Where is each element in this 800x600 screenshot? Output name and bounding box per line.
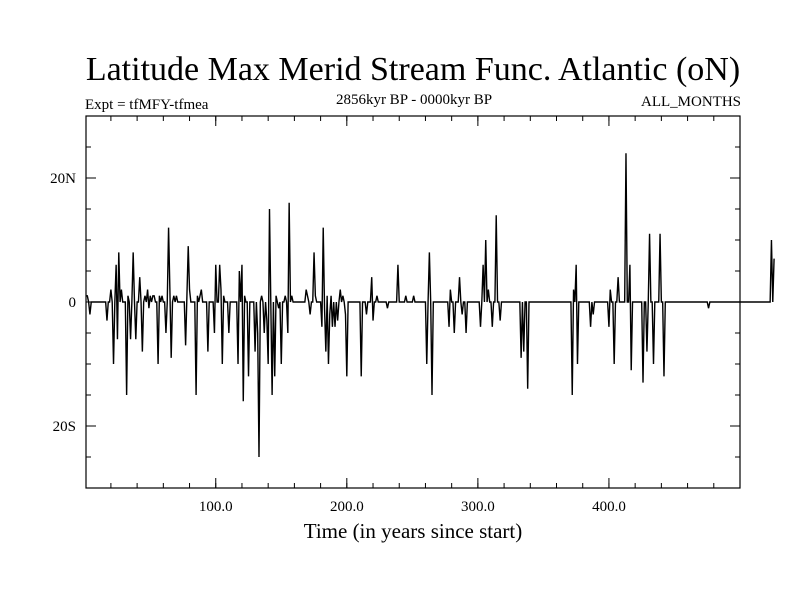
x-tick-label: 200.0 — [330, 499, 364, 515]
series-line-latitude_max — [86, 153, 775, 458]
x-tick-label: 300.0 — [461, 499, 495, 515]
chart-title: Latitude Max Merid Stream Func. Atlantic… — [86, 51, 740, 88]
chart-subtitle-left: Expt = tfMFY-tfmea — [85, 97, 209, 113]
x-tick-label: 400.0 — [592, 499, 626, 515]
chart-subtitle-right: ALL_MONTHS — [641, 94, 741, 110]
y-tick-label: 0 — [69, 295, 77, 311]
x-tick-label: 100.0 — [199, 499, 233, 515]
plot-frame — [85, 115, 741, 489]
y-tick-label: 20S — [53, 419, 76, 435]
x-axis-label: Time (in years since start) — [304, 519, 523, 543]
y-tick-label: 20N — [50, 171, 76, 187]
chart-subtitle-center: 2856kyr BP - 0000kyr BP — [336, 92, 492, 108]
plot-area: 100.0 200.0 300.0 400.0 20N 0 20S — [50, 116, 775, 515]
